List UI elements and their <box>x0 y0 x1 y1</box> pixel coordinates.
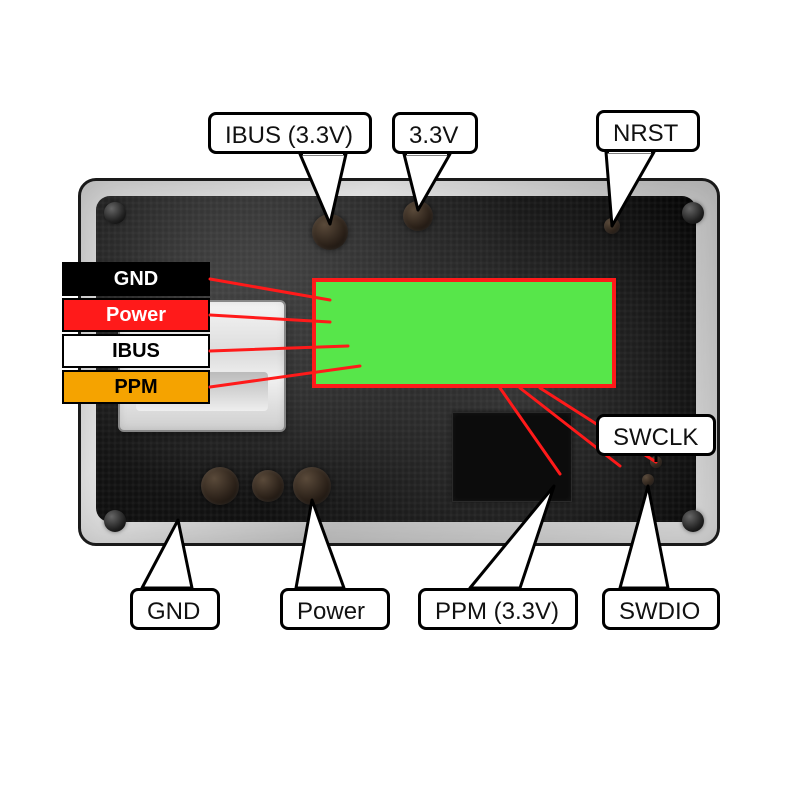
pad-swdio <box>642 474 654 486</box>
redaction-box <box>312 278 616 388</box>
pad-gnd-bottom-2 <box>252 470 284 502</box>
screw-bl <box>104 510 126 532</box>
pad-power-bottom <box>293 467 331 505</box>
callout-power_b: Power <box>280 588 390 630</box>
callout-ppm33: PPM (3.3V) <box>418 588 578 630</box>
callout-nrst: NRST <box>596 110 700 152</box>
callout-ibus33: IBUS (3.3V) <box>208 112 372 154</box>
wire-label-power: Power <box>62 298 210 332</box>
pad-3v3 <box>403 201 433 231</box>
pad-gnd-bottom <box>201 467 239 505</box>
screw-tr <box>682 202 704 224</box>
wire-label-gnd: GND <box>62 262 210 296</box>
mcu-chip <box>452 412 572 502</box>
wire-label-ppm: PPM <box>62 370 210 404</box>
wire-label-ibus: IBUS <box>62 334 210 368</box>
screw-tl <box>104 202 126 224</box>
callout-swdio: SWDIO <box>602 588 720 630</box>
diagram-stage: GNDPowerIBUSPPM IBUS (3.3V)3.3VNRSTSWCLK… <box>0 0 800 800</box>
pad-nrst <box>604 218 620 234</box>
callout-v33: 3.3V <box>392 112 478 154</box>
callout-swclk: SWCLK <box>596 414 716 456</box>
callout-gnd_b: GND <box>130 588 220 630</box>
pad-swclk <box>650 456 662 468</box>
screw-br <box>682 510 704 532</box>
pad-ibus33 <box>312 214 348 250</box>
